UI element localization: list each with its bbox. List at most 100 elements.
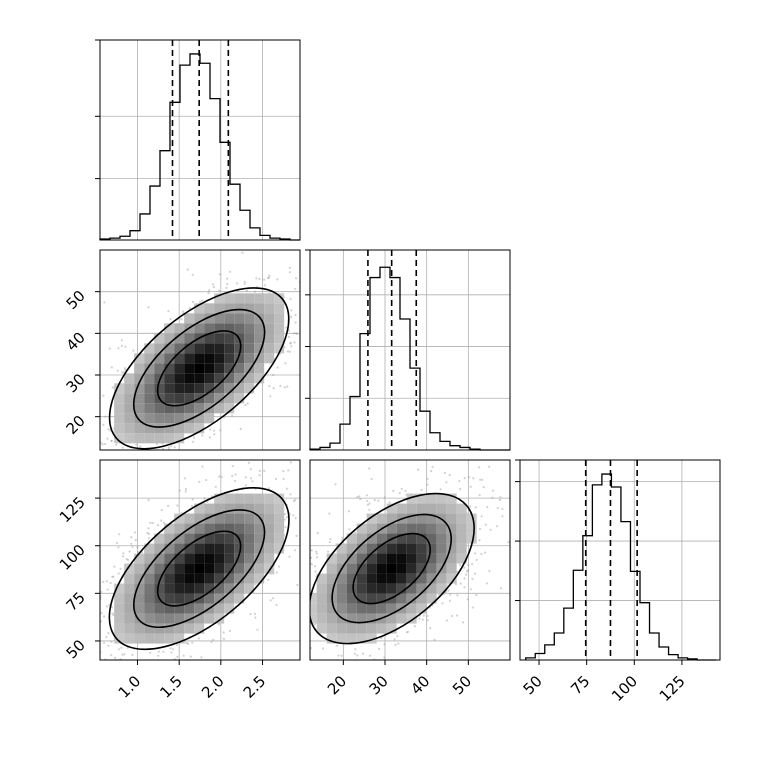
density-cell xyxy=(274,313,285,324)
sample-point xyxy=(74,463,76,465)
sample-point xyxy=(294,643,296,645)
density-cell xyxy=(436,543,447,554)
sample-point xyxy=(89,662,91,664)
density-cell xyxy=(214,403,225,414)
sample-point xyxy=(513,539,515,541)
sample-point xyxy=(275,571,278,574)
sample-point xyxy=(456,614,459,617)
density-cell xyxy=(274,293,285,304)
density-cell xyxy=(234,353,245,364)
sample-point xyxy=(244,403,247,407)
panel-frame xyxy=(99,459,301,661)
density-cell xyxy=(194,383,205,394)
density-cell xyxy=(426,543,437,554)
density-cell xyxy=(224,493,235,504)
sample-point xyxy=(67,467,69,469)
sample-point xyxy=(293,332,296,335)
density-cell xyxy=(164,593,175,604)
sample-point xyxy=(358,495,361,498)
density-cell xyxy=(194,563,205,574)
sample-point xyxy=(243,280,246,283)
sample-point xyxy=(151,521,154,525)
density-cell xyxy=(436,533,447,544)
density-cell xyxy=(436,583,447,594)
density-cell xyxy=(386,553,397,564)
panel-frame xyxy=(519,459,721,661)
density-cell xyxy=(254,493,265,504)
sample-point xyxy=(328,456,330,458)
density-cell xyxy=(336,573,347,584)
sample-point xyxy=(222,631,225,634)
histogram-step xyxy=(525,473,717,661)
density-cell xyxy=(164,633,175,644)
density-cell xyxy=(184,603,195,614)
density-cell xyxy=(386,573,397,584)
density-cell xyxy=(184,583,195,594)
sample-point xyxy=(465,570,469,573)
sample-point xyxy=(197,637,200,640)
density-cell xyxy=(316,573,327,584)
density-cell xyxy=(124,583,135,594)
sample-point xyxy=(23,532,25,534)
y-tick-label: 50 xyxy=(63,636,89,662)
sample-point xyxy=(495,525,499,528)
density-cell xyxy=(164,393,175,404)
density-cell xyxy=(336,633,347,644)
density-cell xyxy=(164,553,175,564)
sample-point xyxy=(469,485,472,488)
sample-point xyxy=(373,499,376,502)
sample-point xyxy=(478,494,481,497)
sample-point xyxy=(472,477,475,480)
density-cell xyxy=(406,613,417,624)
sample-point xyxy=(501,507,504,510)
density-cell xyxy=(124,613,135,624)
density-cell xyxy=(264,493,275,504)
sample-point xyxy=(241,251,244,254)
density-cell xyxy=(154,343,165,354)
density-cell xyxy=(274,523,285,534)
sample-point xyxy=(462,621,465,624)
sample-point xyxy=(190,505,194,508)
sample-point xyxy=(324,475,326,477)
sample-point xyxy=(331,500,333,502)
density-cell xyxy=(214,593,225,604)
density-cell xyxy=(446,543,457,554)
density-cell xyxy=(154,433,165,444)
density-cell xyxy=(184,383,195,394)
density-cell xyxy=(174,563,185,574)
sample-point xyxy=(426,483,429,486)
sample-point xyxy=(465,573,468,576)
density-cell xyxy=(254,313,265,324)
sample-point xyxy=(103,641,106,644)
sample-point xyxy=(212,286,215,289)
sample-point xyxy=(183,641,186,644)
density-cell xyxy=(336,543,347,554)
density-cell xyxy=(204,513,215,524)
density-cell xyxy=(366,513,377,524)
density-cell xyxy=(154,423,165,434)
sample-point xyxy=(69,444,71,446)
density-cell xyxy=(274,333,285,344)
sample-point xyxy=(279,646,281,648)
density-cell xyxy=(184,513,195,524)
density-cell xyxy=(336,623,347,634)
density-cell xyxy=(406,603,417,614)
sample-point xyxy=(136,545,139,549)
panel-frame xyxy=(309,459,511,661)
density-cell xyxy=(366,593,377,604)
sample-point xyxy=(74,667,76,669)
density-cell xyxy=(376,583,387,594)
density-cell xyxy=(194,423,205,434)
density-cell xyxy=(204,413,215,424)
density-cell xyxy=(346,533,357,544)
sample-point xyxy=(275,603,278,607)
sample-point xyxy=(167,504,170,507)
density-cell xyxy=(164,523,175,534)
sample-point xyxy=(83,457,85,459)
sample-point xyxy=(378,647,381,650)
density-cell xyxy=(386,523,397,534)
sample-point xyxy=(132,349,135,352)
density-cell xyxy=(114,583,125,594)
sample-point xyxy=(170,445,173,448)
sample-point xyxy=(312,524,314,526)
